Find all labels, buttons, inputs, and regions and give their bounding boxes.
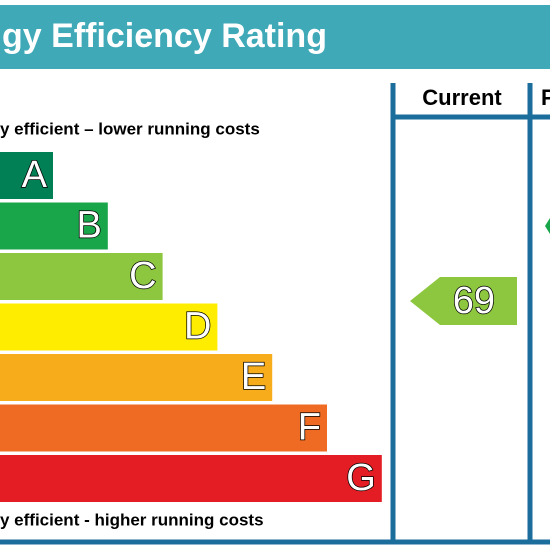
title: gy Efficiency Rating (2, 17, 327, 55)
band-bar (0, 455, 382, 502)
band-letter: B (76, 205, 101, 247)
band-bar (0, 152, 53, 199)
band-bar (0, 404, 327, 452)
column-header: P (541, 85, 550, 110)
top-note: y efficient – lower running costs (0, 119, 260, 138)
title-bar (0, 5, 550, 69)
band-letter: F (298, 407, 321, 449)
band-letter: D (184, 306, 211, 348)
band-letter: G (346, 457, 376, 499)
current-arrow (410, 277, 517, 325)
band-letter: C (129, 255, 156, 297)
band-bar (0, 354, 273, 401)
band-bar (0, 202, 108, 250)
current-value: 69 (453, 280, 495, 322)
band-letter: A (22, 154, 48, 196)
potential-arrow (545, 218, 550, 234)
column-header: Current (422, 85, 502, 110)
band-letter: E (241, 356, 266, 398)
bottom-note: y efficient - higher running costs (0, 510, 264, 529)
band-bar (0, 253, 163, 300)
band-bar (0, 303, 218, 351)
